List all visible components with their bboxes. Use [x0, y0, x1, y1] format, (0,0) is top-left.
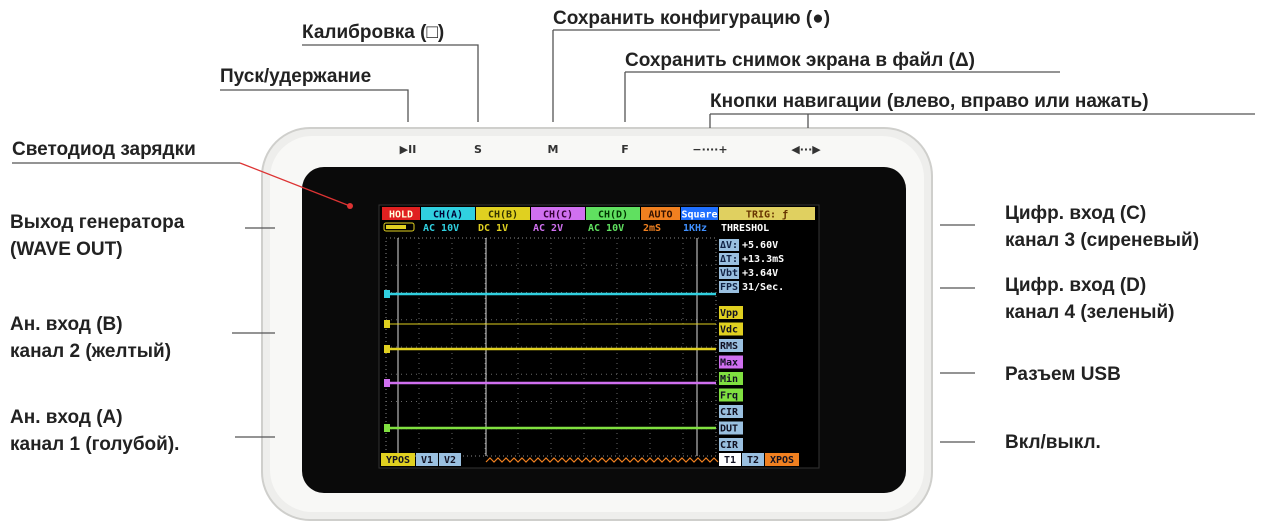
- device-button-label: ◀···▶: [791, 143, 821, 156]
- setting-text: 1KHz: [683, 223, 707, 234]
- measure-value: +3.64V: [742, 268, 778, 279]
- side-button-label: CIR: [720, 440, 739, 451]
- status-text: CH(B): [488, 210, 518, 221]
- annotation-text: Калибровка (□): [302, 22, 444, 43]
- annotation-text: Светодиод зарядки: [12, 139, 196, 160]
- setting-text: THRESHOL: [721, 223, 769, 234]
- device-button-label: F: [621, 143, 629, 156]
- annotation-text: Вкл/выкл.: [1005, 432, 1101, 453]
- device-button-label: M: [548, 143, 559, 156]
- status-text: TRIG: ƒ: [746, 210, 788, 221]
- setting-text: 2mS: [643, 223, 661, 234]
- side-button-label: Frq: [720, 391, 738, 402]
- annotation-text: Ан. вход (B): [10, 314, 123, 335]
- side-button-label: Min: [720, 373, 738, 385]
- annotation-text: канал 1 (голубой).: [10, 434, 179, 455]
- status-text: AUTO: [648, 210, 672, 221]
- trace-marker: [384, 290, 390, 298]
- measure-label: Vbt: [720, 268, 738, 279]
- measure-value: +5.60V: [742, 240, 778, 251]
- status-text: CH(D): [598, 210, 628, 221]
- measure-label: ΔV:: [720, 240, 738, 251]
- annotation-text: канал 4 (зеленый): [1005, 302, 1175, 323]
- annotation-text: (WAVE OUT): [10, 239, 123, 260]
- side-button-label: Vpp: [720, 308, 738, 319]
- annotation-text: Цифр. вход (C): [1005, 203, 1146, 224]
- annotation-text: Цифр. вход (D): [1005, 275, 1146, 296]
- side-button-label: CIR: [720, 407, 739, 418]
- bottom-button-label: V2: [444, 455, 456, 466]
- annotation-text: Кнопки навигации (влево, вправо или нажа…: [710, 91, 1149, 112]
- bottom-button-label: T2: [747, 455, 759, 466]
- trace-marker: [384, 320, 390, 328]
- status-text: CH(C): [543, 210, 573, 221]
- setting-text: AC 10V: [588, 223, 624, 234]
- status-text: Square: [681, 210, 717, 221]
- status-text: CH(A): [433, 210, 463, 221]
- trace-marker: [384, 424, 390, 432]
- annotation-text: Выход генератора: [10, 212, 185, 233]
- measure-label: ΔT:: [720, 254, 738, 265]
- battery-level: [386, 225, 406, 229]
- annotation-text: Ан. вход (A): [10, 407, 123, 428]
- side-button-label: RMS: [720, 341, 738, 352]
- device-button-label: S: [474, 143, 482, 156]
- annotation-text: Сохранить снимок экрана в файл (Δ): [625, 50, 975, 71]
- device-button-label: ▶II: [400, 143, 417, 156]
- bottom-button-label: YPOS: [386, 455, 410, 466]
- annotation-text: Пуск/удержание: [220, 66, 371, 87]
- measure-label: FPS: [720, 282, 738, 293]
- annotation-text: канал 2 (желтый): [10, 341, 171, 362]
- diagram: Калибровка (□) Пуск/удержание Сохранить ко…: [0, 0, 1265, 524]
- setting-text: AC 10V: [423, 223, 459, 234]
- bottom-button-label: V1: [421, 455, 433, 466]
- side-button-label: DUT: [720, 424, 738, 435]
- measure-value: +13.3mS: [742, 254, 784, 265]
- setting-text: AC 2V: [533, 223, 563, 234]
- device-button-label: −····+: [692, 143, 727, 156]
- side-button-label: Max: [720, 358, 738, 369]
- trace-marker: [384, 379, 390, 387]
- measure-value: 31/Sec.: [742, 282, 784, 293]
- annotation-text: канал 3 (сиреневый): [1005, 230, 1199, 251]
- status-text: HOLD: [389, 210, 413, 221]
- trace-marker: [384, 345, 390, 353]
- setting-text: DC 1V: [478, 223, 508, 234]
- side-button-label: Vdc: [720, 325, 738, 336]
- bottom-button-label: XPOS: [770, 455, 794, 466]
- annotation-text: Сохранить конфигурацию (●): [553, 8, 830, 29]
- annotation-text: Разъем USB: [1005, 364, 1121, 385]
- bottom-button-label: T1: [724, 455, 736, 466]
